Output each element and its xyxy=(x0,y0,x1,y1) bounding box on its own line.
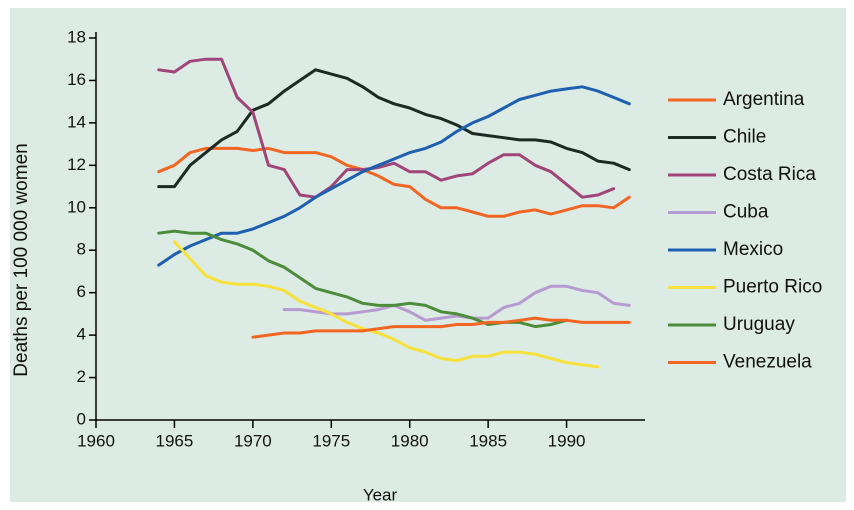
legend-label: Puerto Rico xyxy=(723,277,822,298)
x-tick-label: 1985 xyxy=(469,431,507,450)
x-tick-label: 1980 xyxy=(391,431,429,450)
y-tick-label: 18 xyxy=(67,27,86,46)
y-tick-label: 6 xyxy=(77,282,86,301)
x-tick-label: 1975 xyxy=(312,431,350,450)
y-tick-label: 0 xyxy=(77,409,86,428)
x-tick-label: 1990 xyxy=(548,431,586,450)
series-line xyxy=(157,57,616,199)
y-tick-label: 14 xyxy=(67,112,86,131)
y-tick-label: 10 xyxy=(67,197,86,216)
legend-label: Costa Rica xyxy=(723,164,816,185)
legend-label: Cuba xyxy=(723,202,769,223)
y-tick-label: 8 xyxy=(77,240,86,259)
y-tick-label: 16 xyxy=(67,70,86,89)
series-line xyxy=(157,68,631,189)
x-tick-label: 1960 xyxy=(77,431,115,450)
y-tick-label: 2 xyxy=(77,367,86,386)
chart-background xyxy=(10,8,846,502)
legend-label: Chile xyxy=(723,127,766,148)
series-line xyxy=(172,240,600,369)
series-line xyxy=(157,85,631,267)
legend-label: Uruguay xyxy=(723,314,795,335)
y-tick-label: 12 xyxy=(67,155,86,174)
x-tick-label: 1970 xyxy=(234,431,272,450)
x-tick-label: 1965 xyxy=(156,431,194,450)
y-tick-label: 4 xyxy=(77,325,86,344)
series-line xyxy=(251,316,631,339)
legend-label: Argentina xyxy=(723,89,805,110)
series-line xyxy=(282,284,631,322)
series-line xyxy=(157,146,631,218)
y-axis-label: Deaths per 100 000 women xyxy=(11,143,32,376)
legend-label: Mexico xyxy=(723,239,783,260)
legend-label: Venezuela xyxy=(723,352,812,373)
x-axis-label: Year xyxy=(363,485,398,504)
